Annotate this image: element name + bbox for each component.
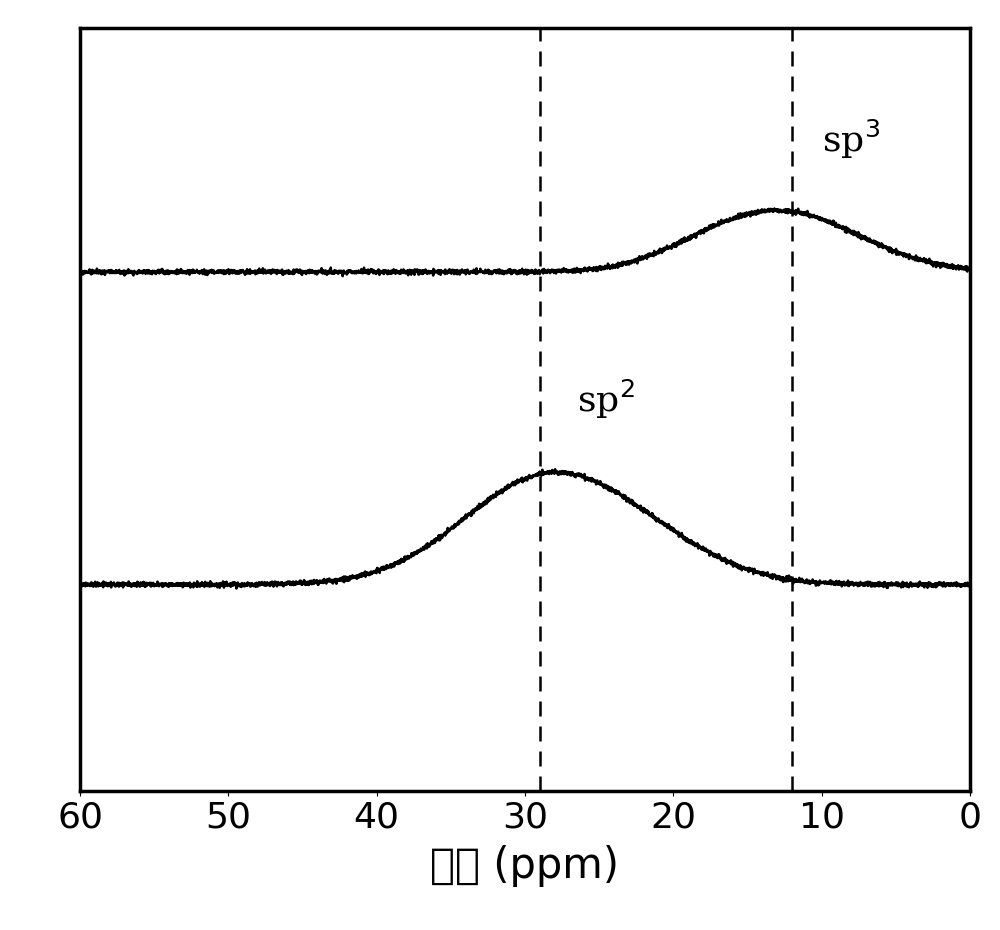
Text: sp$^2$: sp$^2$: [577, 378, 635, 420]
X-axis label: 位移 (ppm): 位移 (ppm): [430, 845, 620, 887]
Text: sp$^3$: sp$^3$: [822, 118, 880, 162]
